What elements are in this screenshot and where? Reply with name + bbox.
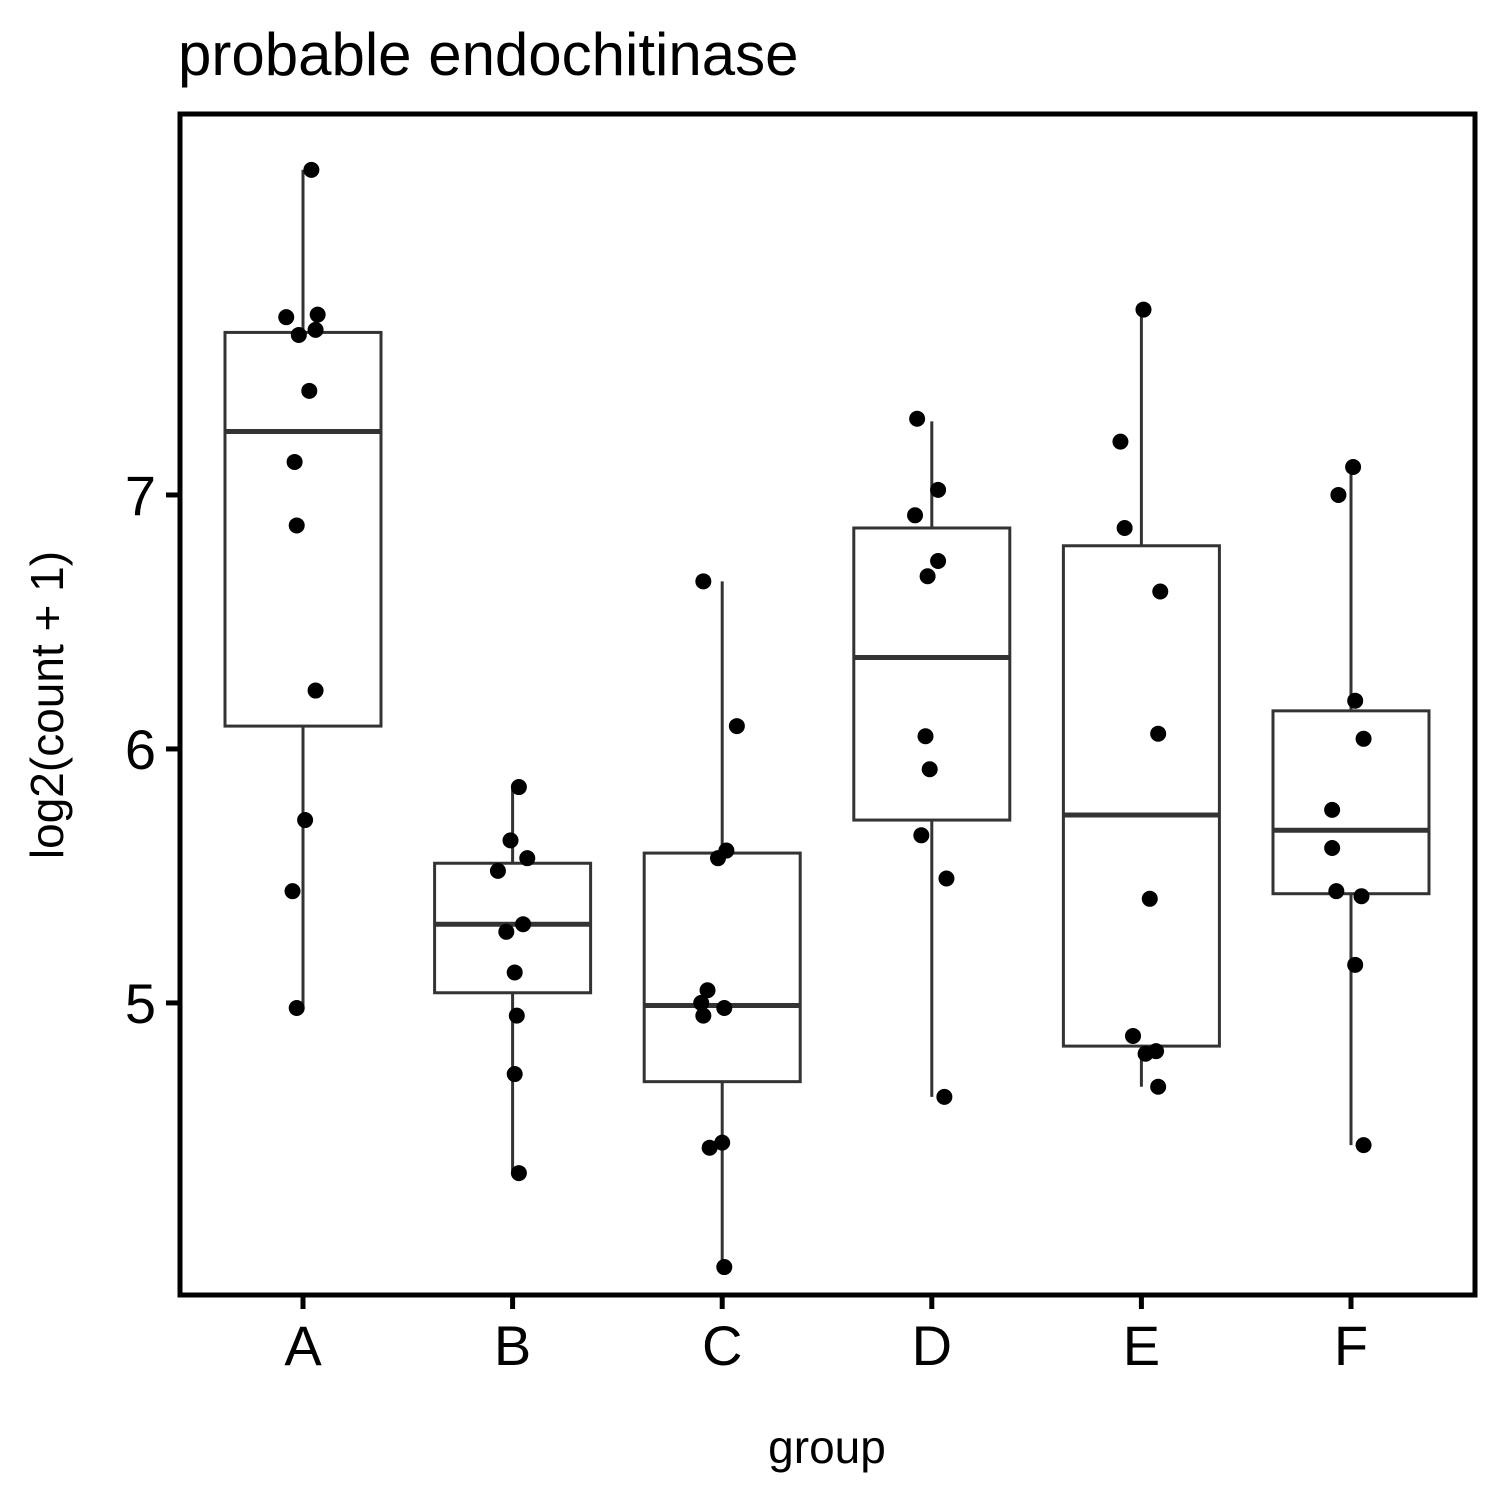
y-tick-label: 7 (125, 464, 156, 527)
x-tick-label: C (702, 1314, 742, 1377)
data-point (301, 382, 318, 399)
data-point (309, 306, 326, 323)
data-point (693, 994, 710, 1011)
y-tick-label: 5 (125, 972, 156, 1035)
data-point (1345, 459, 1362, 476)
data-point (695, 573, 712, 590)
data-point (489, 862, 506, 879)
data-point (1116, 519, 1133, 536)
data-point (710, 850, 727, 867)
data-point (930, 553, 947, 570)
data-point (699, 982, 716, 999)
data-point (917, 728, 934, 745)
data-point (1330, 486, 1347, 503)
x-axis-title: group (768, 1421, 886, 1473)
data-point (1137, 1045, 1154, 1062)
data-point (1125, 1027, 1142, 1044)
data-point (728, 718, 745, 735)
data-point (1324, 801, 1341, 818)
data-point (1347, 956, 1364, 973)
data-point (716, 1259, 733, 1276)
data-point (1328, 883, 1345, 900)
data-point (930, 481, 947, 498)
data-point (1324, 839, 1341, 856)
data-point (909, 410, 926, 427)
data-point (498, 923, 515, 940)
x-tick-label: D (912, 1314, 952, 1377)
data-point (290, 326, 307, 343)
data-point (510, 1165, 527, 1182)
data-point (519, 850, 536, 867)
y-tick-label: 6 (125, 718, 156, 781)
data-point (913, 827, 930, 844)
data-point (1355, 1137, 1372, 1154)
data-point (284, 883, 301, 900)
data-point (907, 507, 924, 524)
data-point (508, 1007, 525, 1024)
data-point (1353, 888, 1370, 905)
box-e (1061, 544, 1221, 1048)
points-layer (278, 161, 1372, 1276)
data-point (288, 1000, 305, 1017)
boxes-layer (223, 169, 1431, 1268)
chart-title: probable endochitinase (178, 21, 798, 88)
data-point (510, 779, 527, 796)
data-point (1355, 730, 1372, 747)
data-point (1135, 301, 1152, 318)
data-point (1150, 725, 1167, 742)
data-point (716, 1000, 733, 1017)
plot-frame (177, 111, 1478, 1298)
data-point (307, 321, 324, 338)
data-point (506, 1066, 523, 1083)
data-point (288, 517, 305, 534)
data-point (506, 964, 523, 981)
x-tick-label: F (1334, 1314, 1368, 1377)
data-point (919, 568, 936, 585)
box-c (642, 851, 802, 1084)
x-tick-label: A (284, 1314, 322, 1377)
data-point (515, 916, 532, 933)
data-point (278, 309, 295, 326)
data-point (714, 1134, 731, 1151)
data-point (307, 682, 324, 699)
y-axis-title: log2(count + 1) (21, 551, 73, 859)
data-point (303, 161, 320, 178)
data-point (286, 453, 303, 470)
data-point (1152, 583, 1169, 600)
x-tick-label: B (494, 1314, 531, 1377)
data-point (502, 832, 519, 849)
data-point (938, 870, 955, 887)
data-point (1112, 433, 1129, 450)
data-point (695, 1007, 712, 1024)
data-point (936, 1088, 953, 1105)
axes-layer: 5 6 7 A B C D E F (125, 464, 1368, 1377)
data-point (1141, 890, 1158, 907)
x-tick-label: E (1123, 1314, 1160, 1377)
data-point (1347, 692, 1364, 709)
data-point (297, 812, 314, 829)
data-point (701, 1139, 718, 1156)
data-point (921, 761, 938, 778)
box-f (1271, 709, 1431, 896)
data-point (1150, 1078, 1167, 1095)
